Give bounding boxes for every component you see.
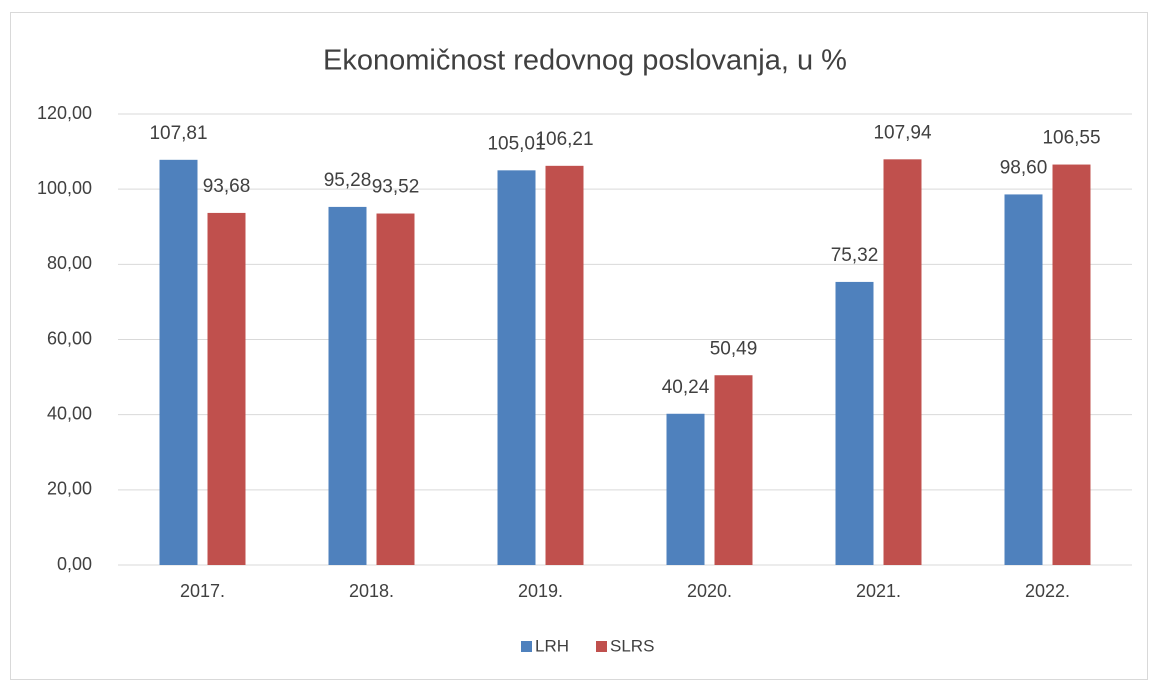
- data-label: 40,24: [662, 377, 710, 398]
- bar: [159, 159, 198, 565]
- data-label: 95,28: [324, 170, 372, 191]
- legend-label: SLRS: [610, 636, 654, 655]
- data-label: 93,68: [203, 176, 251, 197]
- data-label: 98,60: [1000, 157, 1048, 178]
- bar: [883, 159, 922, 565]
- data-label: 93,52: [372, 177, 420, 198]
- y-tick-label: 60,00: [47, 328, 92, 348]
- x-tick-label: 2022.: [1025, 581, 1070, 601]
- y-tick-label: 20,00: [47, 479, 92, 499]
- bar: [545, 165, 584, 565]
- x-tick-label: 2018.: [349, 581, 394, 601]
- x-tick-label: 2017.: [180, 581, 225, 601]
- bar: [666, 413, 705, 565]
- data-label: 50,49: [710, 338, 758, 359]
- data-label: 106,21: [535, 129, 593, 150]
- bar: [1004, 194, 1043, 565]
- x-tick-label: 2020.: [687, 581, 732, 601]
- legend-swatch: [596, 641, 607, 652]
- x-tick-label: 2021.: [856, 581, 901, 601]
- data-label: 107,81: [149, 123, 207, 144]
- bar: [714, 375, 753, 565]
- x-tick-label: 2019.: [518, 581, 563, 601]
- y-tick-label: 80,00: [47, 253, 92, 273]
- legend-swatch: [521, 641, 532, 652]
- y-tick-label: 0,00: [57, 554, 92, 574]
- y-tick-label: 40,00: [47, 403, 92, 423]
- y-tick-label: 120,00: [37, 103, 92, 123]
- data-label: 106,55: [1042, 128, 1100, 149]
- legend-label: LRH: [535, 636, 569, 655]
- bar: [207, 212, 246, 566]
- bar: [497, 170, 536, 566]
- bar: [835, 281, 874, 565]
- bar: [328, 206, 367, 565]
- chart-title: Ekonomičnost redovnog poslovanja, u %: [323, 45, 847, 77]
- bar: [1052, 164, 1091, 566]
- data-label: 75,32: [831, 245, 879, 266]
- y-tick-label: 100,00: [37, 178, 92, 198]
- data-label: 107,94: [873, 122, 932, 143]
- data-label: 105,01: [487, 133, 545, 154]
- bar: [376, 213, 415, 565]
